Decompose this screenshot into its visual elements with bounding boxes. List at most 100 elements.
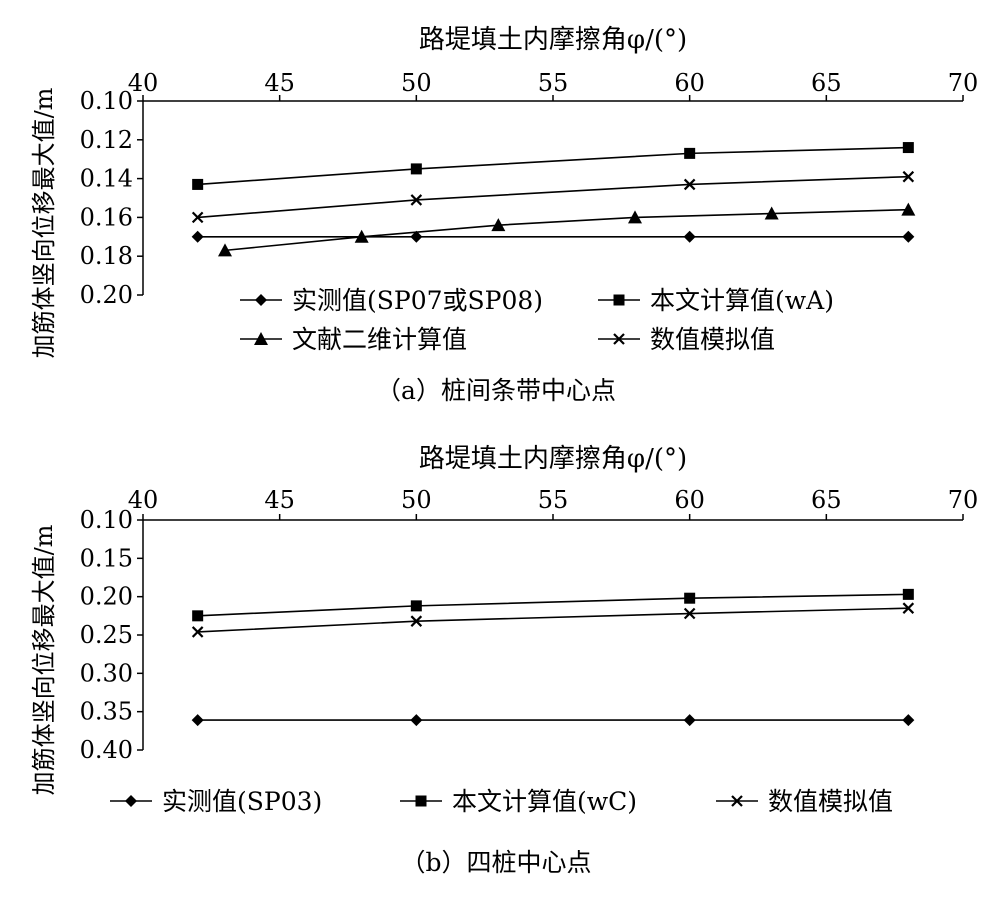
legend-marker-square xyxy=(613,294,625,306)
y-tick-label: 0.25 xyxy=(80,621,133,649)
y-tick-label: 0.20 xyxy=(80,281,133,309)
legend-entry: 本文计算值(wA) xyxy=(598,286,834,315)
data-point-diamond xyxy=(902,714,915,727)
data-point-x-stroke-2 xyxy=(683,607,696,620)
data-point-triangle xyxy=(354,229,369,243)
y-tick-label: 0.35 xyxy=(80,698,133,726)
legend-entry: 实测值(SP03) xyxy=(110,787,322,816)
legend-label: 本文计算值(wC) xyxy=(452,787,637,816)
data-point-square xyxy=(192,178,204,190)
legend-marker-triangle xyxy=(254,332,268,345)
x-tick-label: 65 xyxy=(811,486,842,514)
data-point-square xyxy=(410,600,422,612)
legend-marker-x-stroke-2 xyxy=(731,795,743,807)
legend-label: 数值模拟值 xyxy=(650,325,775,354)
data-point-square xyxy=(192,610,204,622)
data-point-diamond xyxy=(191,714,204,727)
data-point-square xyxy=(902,142,914,154)
data-point-square xyxy=(684,147,696,159)
chart-b: 40 45 50 55 60 65 70 0.10 0.15 0.20 0.25 0.30 0.35 0.… xyxy=(30,444,978,877)
x-axis-title: 路堤填土内摩擦角φ/(°) xyxy=(419,25,687,55)
legend-entry: 数值模拟值 xyxy=(598,325,775,354)
data-point-x-stroke-2 xyxy=(191,626,204,638)
chart-a: 40 45 50 55 60 65 70 0.10 0.12 0.14 0.16 0.18 0.20 路堤… xyxy=(30,25,978,405)
y-tick-label: 0.12 xyxy=(80,126,133,154)
legend-entry: 数值模拟值 xyxy=(716,787,893,816)
x-tick-label: 40 xyxy=(128,486,159,514)
y-tick-label: 0.10 xyxy=(80,87,133,115)
y-tick-label: 0.40 xyxy=(80,736,133,764)
legend-label: 实测值(SP03) xyxy=(162,787,322,816)
y-tick-label: 0.14 xyxy=(80,165,133,193)
data-point-x-stroke-2 xyxy=(410,615,423,627)
legend-marker-square xyxy=(415,795,427,807)
legend-label: 本文计算值(wA) xyxy=(650,286,834,315)
legend-label: 文献二维计算值 xyxy=(292,325,467,354)
data-point-diamond xyxy=(410,230,423,243)
data-point-x xyxy=(191,626,204,638)
data-point-x xyxy=(191,211,204,224)
data-point-x-stroke-2 xyxy=(902,170,915,183)
y-tick-label: 0.10 xyxy=(80,506,133,534)
data-point-x xyxy=(683,607,696,620)
data-point-square xyxy=(902,588,914,600)
data-point-diamond xyxy=(902,230,915,243)
y-tick-label: 0.16 xyxy=(80,203,133,231)
data-point-x-stroke-2 xyxy=(410,194,423,206)
data-point-square xyxy=(684,592,696,604)
data-point-triangle xyxy=(491,218,506,232)
chart-caption: （b）四桩中心点 xyxy=(400,848,591,877)
series-line xyxy=(197,593,909,617)
legend-entry: 文献二维计算值 xyxy=(240,325,467,354)
data-point-x xyxy=(410,194,423,206)
data-point-diamond xyxy=(683,714,696,727)
data-point-x-stroke-2 xyxy=(683,178,696,191)
legend-label: 数值模拟值 xyxy=(768,787,893,816)
series-line xyxy=(224,208,909,252)
data-point-diamond xyxy=(191,230,204,243)
data-point-triangle xyxy=(764,206,779,220)
legend-marker-diamond xyxy=(255,294,267,306)
series-line xyxy=(197,607,909,633)
data-point-triangle xyxy=(628,210,642,224)
x-tick-label: 45 xyxy=(264,69,295,97)
x-axis-title: 路堤填土内摩擦角φ/(°) xyxy=(419,444,687,474)
y-axis-title: 加筋体竖向位移最大值/m xyxy=(30,524,58,795)
legend-marker-x xyxy=(613,333,625,345)
series-line xyxy=(197,175,909,219)
x-tick-label: 40 xyxy=(128,69,159,97)
chart-caption: （a）桩间条带中心点 xyxy=(376,376,616,405)
x-tick-label: 55 xyxy=(538,69,569,97)
legend-label: 实测值(SP07或SP08) xyxy=(292,286,543,315)
y-tick-label: 0.15 xyxy=(80,544,133,572)
legend-marker-x xyxy=(731,795,743,807)
data-point-x xyxy=(902,170,915,183)
legend-marker-diamond xyxy=(125,795,137,807)
data-point-x xyxy=(410,615,423,627)
x-tick-label: 65 xyxy=(811,69,842,97)
x-tick-label: 70 xyxy=(948,69,979,97)
x-tick-label: 70 xyxy=(948,486,979,514)
data-point-x-stroke-2 xyxy=(902,602,915,614)
x-tick-label: 50 xyxy=(401,69,432,97)
data-point-x xyxy=(683,178,696,191)
y-tick-label: 0.20 xyxy=(80,583,133,611)
x-tick-label: 45 xyxy=(264,486,295,514)
x-tick-label: 60 xyxy=(674,486,705,514)
data-point-diamond xyxy=(410,714,423,727)
data-point-diamond xyxy=(683,230,696,243)
y-axis-title: 加筋体竖向位移最大值/m xyxy=(30,87,58,358)
legend-marker-x-stroke-2 xyxy=(613,333,625,345)
y-tick-label: 0.30 xyxy=(80,659,133,687)
y-tick-label: 0.18 xyxy=(80,242,133,270)
data-point-x xyxy=(902,602,915,614)
data-point-triangle xyxy=(901,202,916,216)
legend-entry: 实测值(SP07或SP08) xyxy=(240,286,543,315)
data-point-triangle xyxy=(218,243,232,257)
x-tick-label: 50 xyxy=(401,486,432,514)
x-tick-label: 60 xyxy=(674,69,705,97)
legend-entry: 本文计算值(wC) xyxy=(400,787,637,816)
series-line xyxy=(197,146,909,186)
data-point-square xyxy=(410,163,422,175)
